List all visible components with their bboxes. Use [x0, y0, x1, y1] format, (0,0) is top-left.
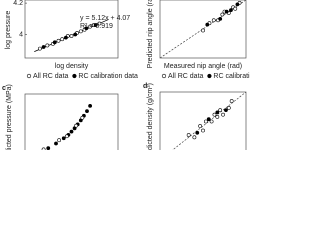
- data-point: [56, 38, 61, 43]
- data-point: [37, 46, 42, 51]
- data-point: [221, 112, 225, 117]
- legend-label: RC calibration data: [78, 73, 138, 80]
- panel-label: c: [2, 85, 6, 92]
- data-point: [211, 18, 216, 23]
- panel: Predicted density (g/cm³)d: [143, 83, 247, 150]
- data-point: [229, 8, 233, 13]
- identity-line: [172, 92, 246, 150]
- data-point: [192, 135, 197, 140]
- y-tick-label: 4.2: [13, 0, 23, 7]
- data-point: [97, 21, 102, 26]
- data-point: [88, 24, 93, 29]
- y-axis-label: Predicted nip angle (rad): [147, 0, 154, 68]
- data-point: [41, 45, 46, 49]
- data-point: [205, 22, 210, 27]
- data-point: [52, 40, 57, 45]
- data-point: [69, 34, 74, 38]
- data-point: [206, 117, 211, 122]
- data-point: [61, 136, 66, 141]
- data-point: [45, 43, 50, 48]
- data-point: [201, 28, 205, 33]
- data-point: [235, 2, 240, 7]
- panel-label: d: [143, 83, 147, 90]
- legend-label: RC calibration data: [213, 73, 250, 80]
- data-point: [198, 124, 203, 128]
- legend-label: All RC data: [168, 73, 204, 80]
- plot-area: [160, 0, 246, 58]
- data-point: [195, 130, 200, 135]
- legend-marker: [72, 73, 77, 79]
- data-point: [41, 147, 46, 150]
- data-point: [84, 26, 89, 31]
- data-point: [203, 119, 208, 124]
- data-point: [218, 108, 223, 113]
- data-point: [233, 6, 238, 11]
- data-point: [85, 109, 89, 114]
- data-point: [215, 115, 220, 119]
- plot-area: [41, 103, 93, 150]
- x-axis-label: Measured nip angle (rad): [164, 63, 242, 70]
- y-axis-label: Predicted density (g/cm³): [147, 83, 154, 150]
- data-point: [74, 123, 79, 128]
- data-point: [64, 134, 69, 139]
- data-point: [60, 37, 65, 42]
- data-point: [224, 9, 229, 14]
- plot-frame: [24, 93, 119, 150]
- legend-marker: [161, 73, 167, 79]
- data-point: [73, 32, 78, 37]
- x-axis-label: log density: [55, 63, 89, 70]
- page: 4 4.2 y = 5.12x + 4.07 R² = 0.919 log densit…: [0, 0, 250, 150]
- data-point: [80, 115, 85, 120]
- plot-frame: [24, 0, 119, 59]
- data-point: [88, 103, 93, 108]
- legend-marker: [207, 73, 212, 79]
- panel: Predicted pressure (MPa)c: [2, 84, 119, 150]
- data-point: [201, 128, 205, 133]
- legend-label: All RC data: [33, 73, 69, 80]
- data-point: [186, 133, 191, 137]
- plot-area: [34, 19, 109, 52]
- data-point: [229, 99, 234, 103]
- data-point: [212, 112, 217, 117]
- legend-marker: [26, 73, 32, 79]
- data-point: [57, 138, 62, 143]
- data-point: [215, 110, 220, 115]
- data-point: [69, 129, 74, 134]
- data-point: [54, 141, 58, 146]
- y-axis-label: Predicted pressure (MPa): [6, 84, 13, 150]
- data-point: [220, 12, 225, 17]
- data-point: [93, 23, 98, 27]
- data-point: [224, 108, 228, 113]
- plot-frame: [159, 0, 247, 59]
- annotation: y = 5.12x + 4.07: [80, 15, 130, 22]
- data-point: [218, 16, 223, 21]
- plot-area: [172, 92, 246, 150]
- y-tick-label: 4: [19, 31, 23, 38]
- data-point: [78, 29, 83, 34]
- data-point: [46, 146, 51, 150]
- data-point: [209, 119, 214, 124]
- data-point: [64, 35, 68, 40]
- y-axis-label: log pressure: [5, 11, 12, 50]
- data-point: [226, 105, 231, 110]
- annotation: R² = 0.919: [80, 23, 113, 30]
- panel: Measured nip angle (rad) Predicted nip an…: [147, 0, 250, 80]
- plot-frame: [159, 91, 247, 150]
